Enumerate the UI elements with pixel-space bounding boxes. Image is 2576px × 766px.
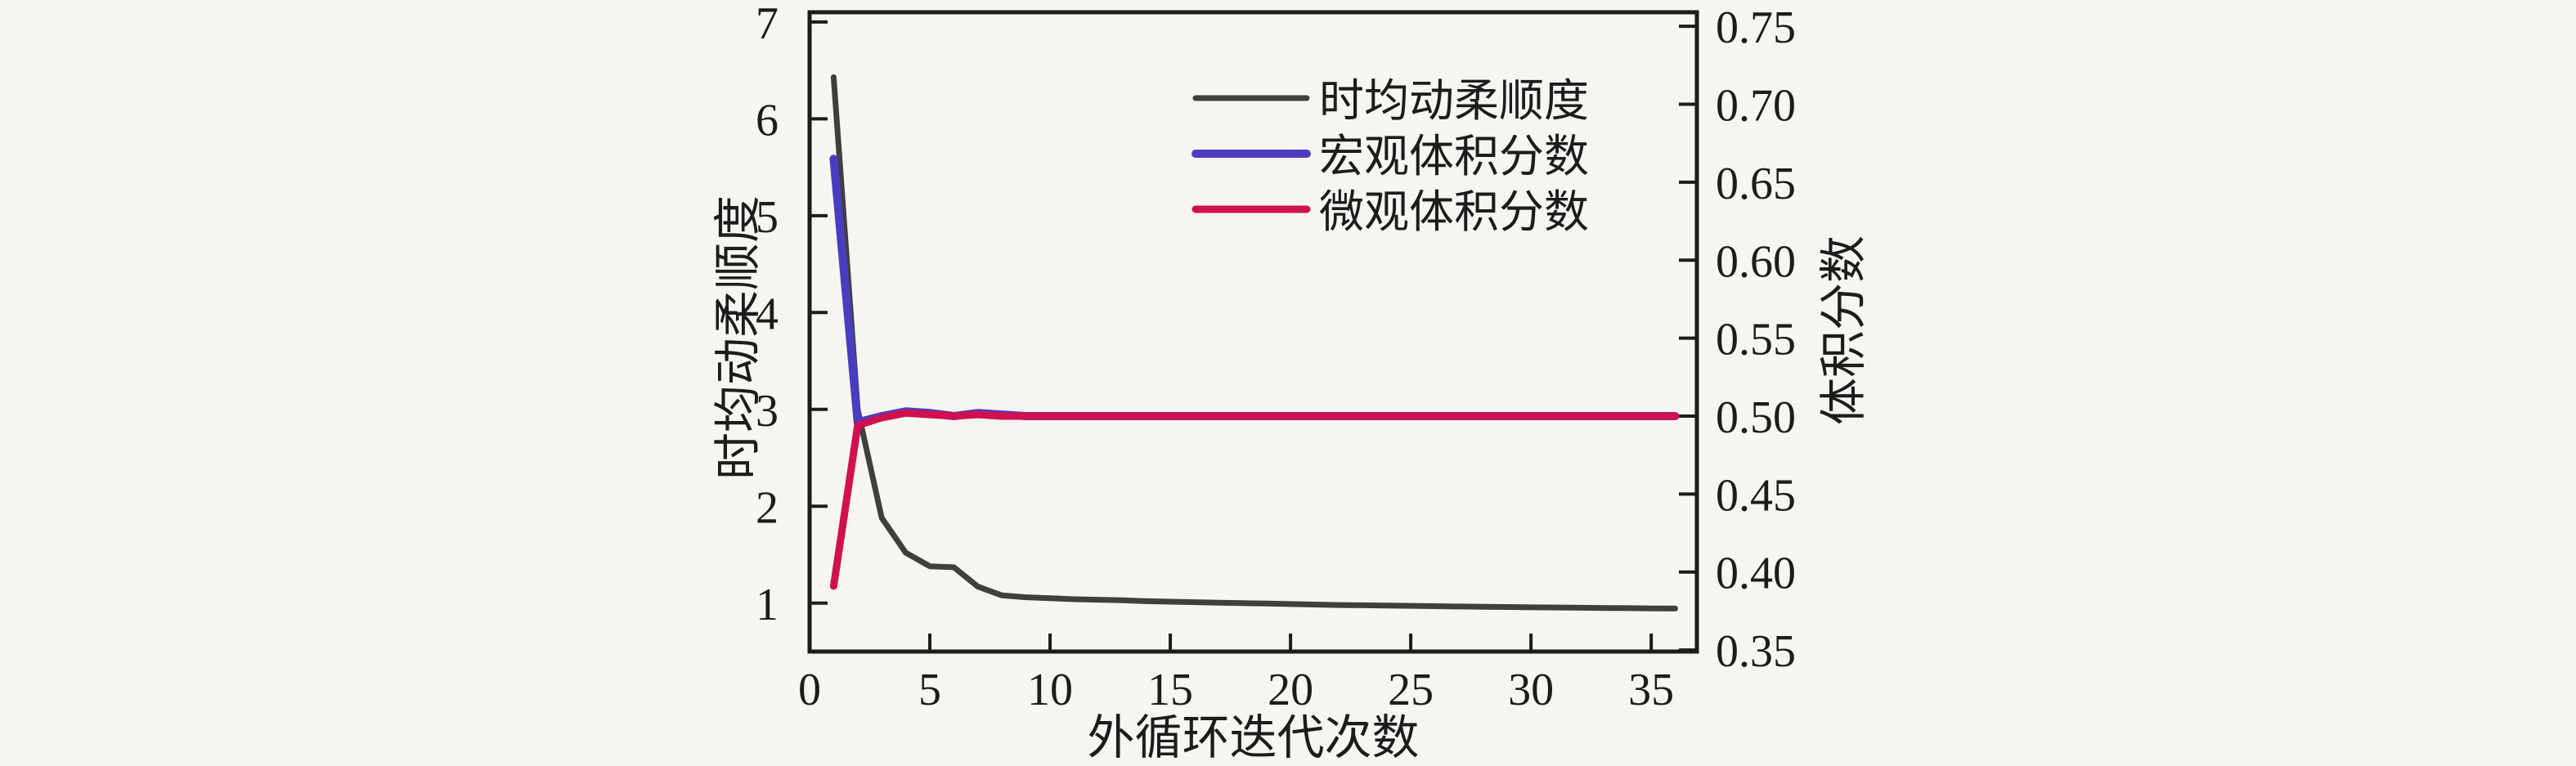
right-tick-label: 0.35 bbox=[1716, 626, 1796, 677]
x-tick-label: 15 bbox=[1147, 665, 1193, 715]
right-tick-label: 0.50 bbox=[1716, 392, 1796, 443]
left-tick-label: 7 bbox=[756, 0, 779, 49]
legend-entry: 微观体积分数 bbox=[1192, 187, 1589, 237]
x-tick-label: 35 bbox=[1628, 665, 1674, 715]
x-axis: 0 5 10 15 20 25 30 35 外循环迭代次数 bbox=[798, 634, 1674, 764]
x-tick-label: 5 bbox=[918, 665, 941, 715]
left-tick-label: 4 bbox=[756, 289, 779, 339]
x-axis-label: 外循环迭代次数 bbox=[1087, 711, 1419, 764]
left-tick-label: 5 bbox=[756, 192, 779, 243]
right-tick-label: 0.40 bbox=[1716, 549, 1796, 599]
right-tick-label: 0.65 bbox=[1716, 159, 1796, 209]
x-tick-label: 30 bbox=[1508, 665, 1554, 715]
series-micro-volume-fraction bbox=[829, 409, 1679, 590]
legend-entry: 时均动柔顺度 bbox=[1192, 76, 1589, 126]
left-tick-label: 2 bbox=[756, 482, 779, 533]
legend-label: 宏观体积分数 bbox=[1319, 132, 1589, 181]
x-tick-label: 20 bbox=[1268, 665, 1313, 715]
left-axis-label: 时均动柔顺度 bbox=[711, 195, 765, 480]
plot-box bbox=[807, 10, 1699, 654]
left-y-axis: 7 6 5 4 3 2 1 时均动柔顺度 bbox=[711, 0, 828, 630]
x-tick-label: 10 bbox=[1027, 665, 1073, 715]
right-y-axis: 0.75 0.70 0.65 0.60 0.55 0.50 0.45 0.40 0.35 体积分数 bbox=[1679, 2, 1870, 677]
left-tick-label: 3 bbox=[756, 386, 779, 437]
series-lines bbox=[829, 74, 1680, 611]
right-tick-label: 0.75 bbox=[1716, 2, 1796, 53]
legend-label: 时均动柔顺度 bbox=[1319, 76, 1589, 126]
right-tick-label: 0.60 bbox=[1716, 236, 1796, 287]
x-tick-label: 0 bbox=[798, 665, 821, 715]
x-tick-label: 25 bbox=[1388, 665, 1434, 715]
right-tick-label: 0.70 bbox=[1716, 81, 1796, 132]
left-tick-label: 6 bbox=[756, 95, 779, 146]
right-tick-label: 0.45 bbox=[1716, 470, 1796, 521]
right-axis-label: 体积分数 bbox=[1817, 235, 1870, 425]
left-tick-label: 1 bbox=[756, 580, 779, 630]
series-time-averaged-dynamic-compliance bbox=[830, 74, 1678, 611]
legend-label: 微观体积分数 bbox=[1319, 187, 1589, 237]
right-tick-label: 0.55 bbox=[1716, 315, 1796, 365]
legend-entry: 宏观体积分数 bbox=[1192, 132, 1589, 181]
